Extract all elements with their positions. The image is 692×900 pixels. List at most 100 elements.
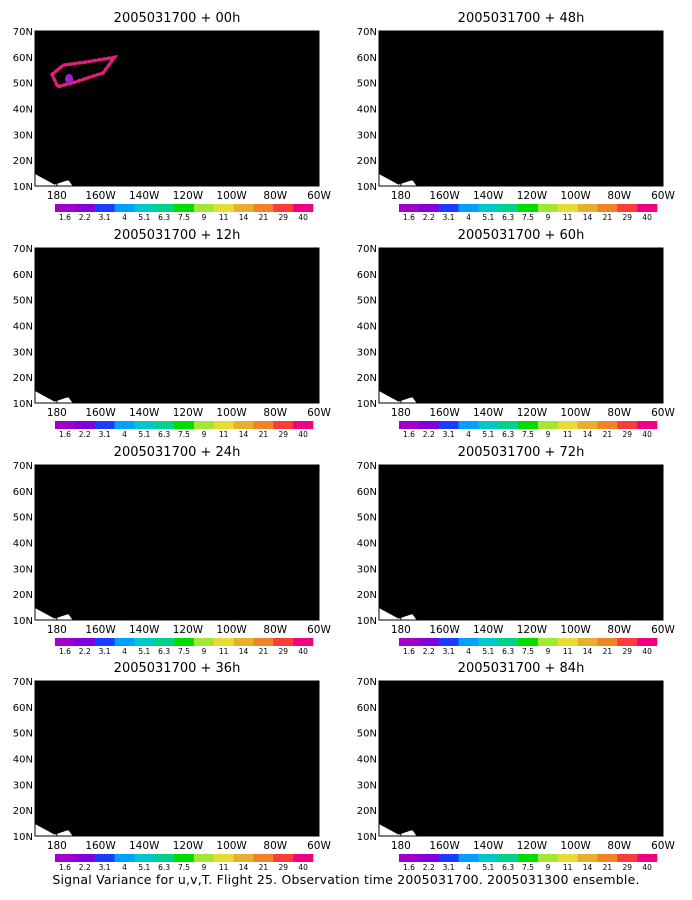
lat-tick-label: 70N [357, 244, 377, 255]
colorbar-label: 14 [239, 647, 249, 656]
colorbar-swatch [399, 638, 420, 646]
colorbar-swatch [233, 854, 254, 862]
colorbar-label: 21 [603, 647, 613, 656]
lon-tick-label: 140W [473, 624, 504, 636]
colorbar-swatch [597, 421, 618, 429]
lon-tick-label: 180 [391, 624, 411, 636]
lon-tick-label: 120W [173, 840, 204, 852]
coastline [390, 681, 663, 834]
lat-tick-label: 60N [13, 703, 33, 714]
lat-tick-label: 50N [357, 513, 377, 524]
lon-tick-label: 60W [307, 190, 331, 202]
colorbar-swatch [418, 204, 439, 212]
lon-tick-label: 80W [263, 840, 287, 852]
lat-tick-label: 40N [13, 755, 33, 766]
colorbar-label: 14 [583, 863, 593, 872]
lon-tick-label: 120W [517, 840, 548, 852]
map-panel: 2005031700 + 48h 70N 60N 50N 40N 30N 20N 10N 180… [357, 11, 676, 222]
colorbar-label: 3.1 [443, 213, 455, 222]
colorbar-label: 21 [259, 863, 269, 872]
lat-tick-label: 70N [13, 27, 33, 38]
colorbar-swatch [253, 421, 274, 429]
map-panel: 2005031700 + 12h 70N 60N 50N 40N 30N 20N 10N 180… [13, 228, 332, 439]
colorbar-label: 4 [466, 213, 471, 222]
lat-tick-label: 40N [13, 322, 33, 333]
colorbar-swatch [55, 638, 76, 646]
colorbar-swatch [134, 204, 155, 212]
colorbar-swatch [94, 421, 115, 429]
lon-tick-label: 180 [391, 407, 411, 419]
map-panel: 2005031700 + 00h 70N 60N 50N 40N 30N 20N 10N 180… [13, 11, 332, 222]
lon-tick-label: 100W [560, 624, 591, 636]
lon-tick-label: 80W [607, 407, 631, 419]
colorbar-label: 1.6 [403, 647, 415, 656]
colorbar-swatch [174, 204, 195, 212]
lat-tick-label: 60N [357, 53, 377, 64]
colorbar-swatch [193, 204, 215, 212]
colorbar-swatch [213, 854, 234, 862]
colorbar-swatch [597, 638, 618, 646]
colorbar-swatch [154, 421, 175, 429]
colorbar-swatch [418, 638, 439, 646]
colorbar-label: 11 [563, 647, 573, 656]
lat-tick-label: 50N [357, 729, 377, 740]
coastline [46, 681, 319, 834]
colorbar-label: 14 [583, 213, 593, 222]
colorbar-swatch [74, 421, 95, 429]
colorbar-label: 7.5 [178, 430, 190, 439]
lon-tick-label: 180 [391, 840, 411, 852]
lon-tick-label: 100W [216, 407, 247, 419]
colorbar-swatch [637, 421, 658, 429]
colorbar-label: 6.3 [502, 213, 514, 222]
lat-tick-label: 20N [13, 590, 33, 601]
lat-tick-label: 70N [357, 461, 377, 472]
panel-title: 2005031700 + 60h [458, 228, 585, 243]
lat-tick-label: 50N [13, 79, 33, 90]
colorbar-label: 5.1 [138, 430, 150, 439]
colorbar-swatch [273, 421, 294, 429]
colorbar-swatch [577, 421, 598, 429]
colorbar-swatch [293, 204, 314, 212]
colorbar-swatch [273, 638, 294, 646]
lon-tick-label: 120W [517, 407, 548, 419]
colorbar-swatch [399, 854, 420, 862]
panel-title: 2005031700 + 12h [114, 228, 241, 243]
lon-tick-label: 160W [429, 407, 460, 419]
colorbar-swatch [154, 204, 175, 212]
observation-region-marker [49, 54, 119, 89]
lat-tick-label: 20N [357, 590, 377, 601]
colorbar-swatch [438, 421, 459, 429]
lon-tick-label: 60W [307, 624, 331, 636]
colorbar-swatch [233, 204, 254, 212]
variance-spot [65, 74, 74, 85]
lon-tick-label: 180 [47, 624, 67, 636]
coastline [46, 248, 319, 401]
colorbar-label: 29 [278, 430, 288, 439]
colorbar-swatch [637, 854, 658, 862]
lat-tick-label: 20N [13, 373, 33, 384]
colorbar-label: 2.2 [423, 213, 435, 222]
colorbar-label: 21 [603, 863, 613, 872]
colorbar-swatch [55, 204, 76, 212]
colorbar-label: 40 [298, 430, 308, 439]
colorbar-swatch [213, 421, 234, 429]
colorbar-label: 14 [239, 213, 249, 222]
colorbar-swatch [637, 638, 658, 646]
lat-tick-label: 60N [13, 53, 33, 64]
colorbar-label: 4 [466, 863, 471, 872]
colorbar-swatch [617, 421, 638, 429]
lat-tick-label: 40N [13, 539, 33, 550]
colorbar-label: 9 [201, 863, 206, 872]
colorbar-swatch [617, 204, 638, 212]
panel-title: 2005031700 + 00h [114, 11, 241, 26]
colorbar-swatch [233, 421, 254, 429]
colorbar-label: 7.5 [178, 647, 190, 656]
colorbar-swatch [458, 204, 479, 212]
coastline [390, 465, 663, 618]
lon-tick-label: 180 [47, 407, 67, 419]
colorbar-swatch [498, 421, 519, 429]
colorbar-label: 40 [298, 647, 308, 656]
lon-tick-label: 140W [473, 840, 504, 852]
colorbar-swatch [498, 854, 519, 862]
colorbar-swatch [74, 638, 95, 646]
